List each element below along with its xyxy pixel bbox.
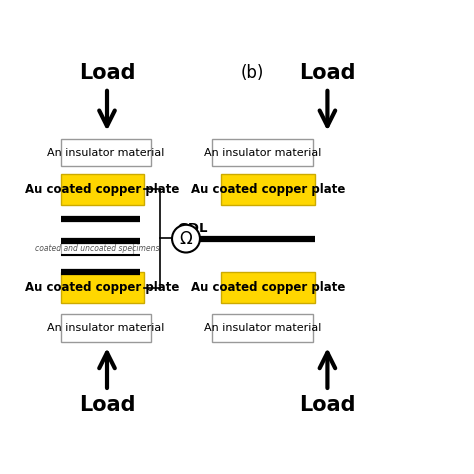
Bar [212,139,313,166]
Text: (b): (b) [240,64,264,82]
Bar [61,241,133,255]
Bar [61,139,151,166]
Text: An insulator material: An insulator material [203,148,321,158]
Text: Ω: Ω [180,229,192,247]
Text: An insulator material: An insulator material [47,148,165,158]
Bar [61,314,151,342]
Bar [221,173,315,205]
Text: GDL: GDL [178,222,208,235]
Text: Load: Load [79,64,135,83]
Text: Load: Load [299,395,356,415]
Text: Load: Load [299,64,356,83]
Text: Au coated copper plate: Au coated copper plate [25,182,180,196]
Text: An insulator material: An insulator material [203,323,321,333]
Text: Au coated copper plate: Au coated copper plate [191,281,345,294]
Text: Au coated copper plate: Au coated copper plate [25,281,180,294]
Text: An insulator material: An insulator material [47,323,165,333]
Circle shape [172,225,200,253]
Text: coated and uncoated specimens: coated and uncoated specimens [35,244,159,253]
Bar [61,173,144,205]
Bar [221,272,315,303]
Bar [212,314,313,342]
Bar [61,272,144,303]
Text: Load: Load [79,395,135,415]
Text: Au coated copper plate: Au coated copper plate [191,182,345,196]
